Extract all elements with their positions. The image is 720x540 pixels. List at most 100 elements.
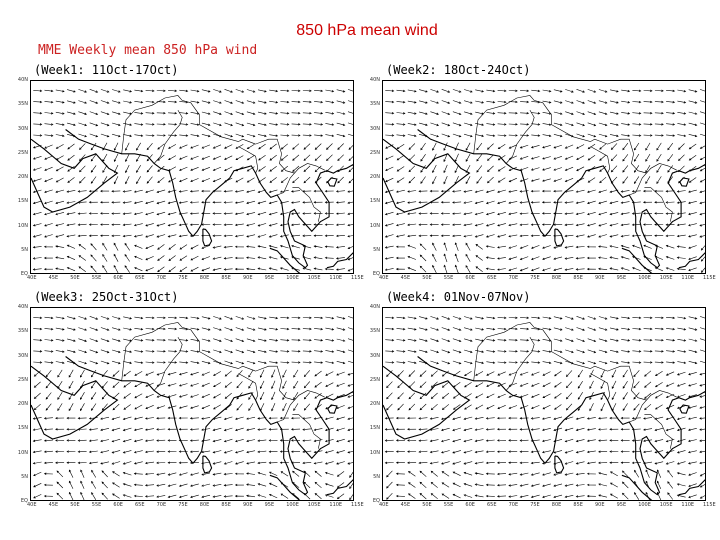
latitude-tick-label: 25N <box>17 376 28 383</box>
latitude-tick-label: 40N <box>369 304 380 310</box>
latitude-tick-label: 15N <box>17 425 28 432</box>
latitude-tick-label: EQ <box>372 498 380 504</box>
longitude-tick-label: 80E <box>199 275 210 281</box>
wind-vector-field <box>31 89 353 273</box>
latitude-tick-label: 5N <box>373 473 380 480</box>
longitude-tick-label: 75E <box>530 502 540 508</box>
longitude-tick-label: 100E <box>286 275 299 281</box>
longitude-tick-label: 110E <box>329 275 343 281</box>
longitude-tick-label: 60E <box>465 275 475 281</box>
longitude-tick-label: 65E <box>487 275 497 281</box>
longitude-tick-label: 80E <box>199 502 210 508</box>
longitude-tick-label: 40E <box>379 502 389 508</box>
latitude-tick-label: 35N <box>17 328 28 335</box>
longitude-tick-label: 90E <box>595 502 605 508</box>
latitude-tick-label: 30N <box>17 352 28 359</box>
longitude-tick-label: 45E <box>48 275 59 281</box>
longitude-tick-label: 90E <box>243 502 253 508</box>
coastline <box>554 228 565 247</box>
latitude-tick-label: 10N <box>17 222 28 229</box>
longitude-tick-label: 45E <box>400 502 411 508</box>
longitude-tick-label: 100E <box>638 502 651 508</box>
latitude-tick-label: 20N <box>369 401 380 407</box>
coastline <box>621 474 653 500</box>
longitude-tick-label: 50E <box>70 275 80 281</box>
longitude-tick-label: 100E <box>638 275 651 281</box>
border-line <box>121 322 325 401</box>
border-line <box>644 187 673 222</box>
latitude-tick-label: 20N <box>17 174 28 180</box>
wind-vector-field <box>383 89 705 273</box>
longitude-tick-label: 50E <box>70 502 80 508</box>
longitude-tick-label: 40E <box>27 275 37 281</box>
plot-title: MME Weekly mean 850 hPa wind <box>38 43 258 58</box>
coastline <box>678 252 705 269</box>
wind-vector-field <box>31 316 353 500</box>
longitude-tick-label: 65E <box>487 502 497 508</box>
wind-arrows <box>384 316 705 500</box>
longitude-tick-label: 85E <box>221 275 231 281</box>
coastline <box>621 247 653 273</box>
latitude-tick-label: 5N <box>373 246 380 253</box>
coastline <box>679 177 690 187</box>
longitude-tick-label: 110E <box>329 502 343 508</box>
latitude-tick-label: 20N <box>369 174 380 180</box>
longitude-tick-label: 110E <box>681 275 695 281</box>
longitude-tick-label: 40E <box>379 275 389 281</box>
coastline <box>269 247 301 273</box>
week2-label: (Week2: 18Oct-24Oct) <box>386 63 531 77</box>
longitude-tick-label: 75E <box>178 502 188 508</box>
longitude-tick-label: 90E <box>243 275 253 281</box>
coastline <box>383 138 471 213</box>
coastline <box>678 479 705 496</box>
longitude-tick-label: 115E <box>703 502 716 508</box>
border-line <box>505 109 535 164</box>
longitude-tick-label: 115E <box>703 275 716 281</box>
coastline <box>65 356 353 496</box>
coastline <box>383 365 471 440</box>
longitude-tick-label: 75E <box>178 275 188 281</box>
border-line <box>153 336 183 391</box>
week4-label: (Week4: 01Nov-07Nov) <box>386 290 531 304</box>
latitude-tick-label: 10N <box>369 449 380 456</box>
border-line <box>277 172 295 196</box>
longitude-tick-label: 105E <box>659 502 673 508</box>
coastline <box>326 479 353 496</box>
border-line <box>277 399 295 423</box>
border-line <box>238 373 259 401</box>
week3-label: (Week3: 25Oct-31Oct) <box>34 290 179 304</box>
longitude-tick-label: 115E <box>351 502 364 508</box>
latitude-tick-label: 10N <box>17 449 28 456</box>
coastline <box>269 474 301 500</box>
coastline <box>31 365 119 440</box>
border-line <box>505 336 535 391</box>
longitude-tick-label: 55E <box>443 275 454 281</box>
latitude-tick-label: 40N <box>369 77 380 83</box>
border-line <box>644 414 673 449</box>
latitude-tick-label: 35N <box>369 328 380 335</box>
longitude-tick-label: 75E <box>530 275 540 281</box>
longitude-tick-label: 95E <box>264 275 275 281</box>
week2-wind-map <box>382 80 706 274</box>
coastline <box>554 455 565 474</box>
border-line <box>473 322 677 401</box>
longitude-tick-label: 85E <box>221 502 231 508</box>
longitude-tick-label: 105E <box>659 275 673 281</box>
longitude-tick-label: 55E <box>91 275 102 281</box>
longitude-tick-label: 70E <box>508 502 519 508</box>
longitude-tick-label: 50E <box>422 502 432 508</box>
latitude-tick-label: 25N <box>369 149 380 156</box>
longitude-tick-label: 80E <box>551 275 562 281</box>
longitude-tick-label: 65E <box>135 275 145 281</box>
longitude-tick-label: 65E <box>135 502 145 508</box>
latitude-tick-label: 10N <box>369 222 380 229</box>
border-line <box>153 109 183 164</box>
latitude-tick-label: 20N <box>17 401 28 407</box>
longitude-tick-label: 105E <box>307 502 321 508</box>
coastline <box>327 404 338 414</box>
slide-title: 850 hPa mean wind <box>296 22 438 39</box>
longitude-tick-label: 70E <box>156 502 167 508</box>
longitude-tick-label: 80E <box>551 502 562 508</box>
latitude-tick-label: 25N <box>369 376 380 383</box>
longitude-tick-label: 70E <box>156 275 167 281</box>
